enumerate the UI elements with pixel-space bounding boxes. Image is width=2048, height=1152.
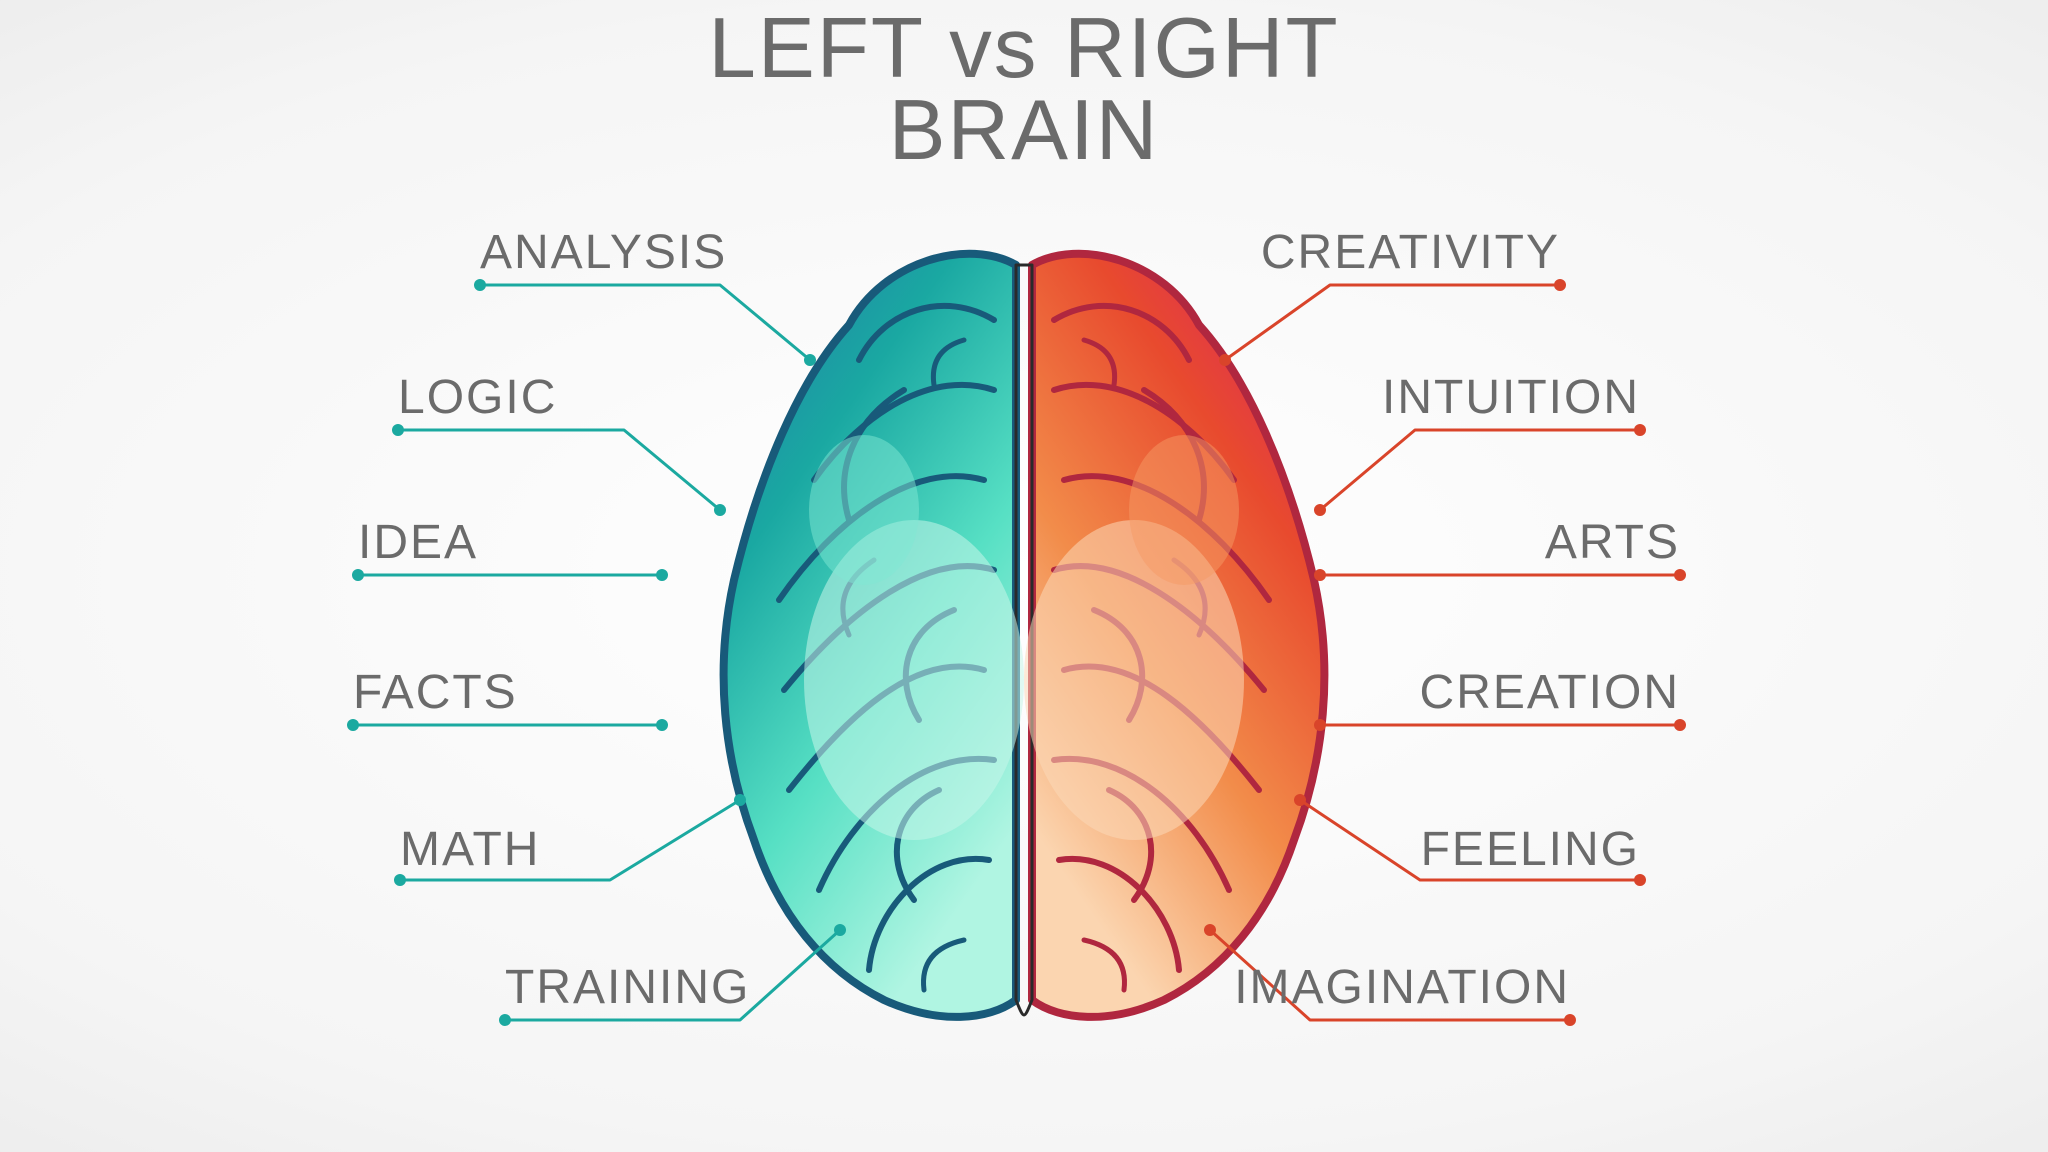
left-label-logic: LOGIC <box>398 370 557 425</box>
left-label-idea: IDEA <box>358 515 478 570</box>
right-label-arts: ARTS <box>1545 515 1680 570</box>
right-label-intuition: INTUITION <box>1382 370 1640 425</box>
right-label-creation: CREATION <box>1420 665 1680 720</box>
left-label-training: TRAINING <box>505 960 750 1015</box>
right-label-feeling: FEELING <box>1421 822 1640 877</box>
left-label-math: MATH <box>400 822 540 877</box>
left-label-facts: FACTS <box>353 665 518 720</box>
brain-illustration <box>0 0 2048 1152</box>
left-label-analysis: ANALYSIS <box>480 225 727 280</box>
right-label-creativity: CREATIVITY <box>1261 225 1560 280</box>
right-label-imagination: IMAGINATION <box>1234 960 1570 1015</box>
